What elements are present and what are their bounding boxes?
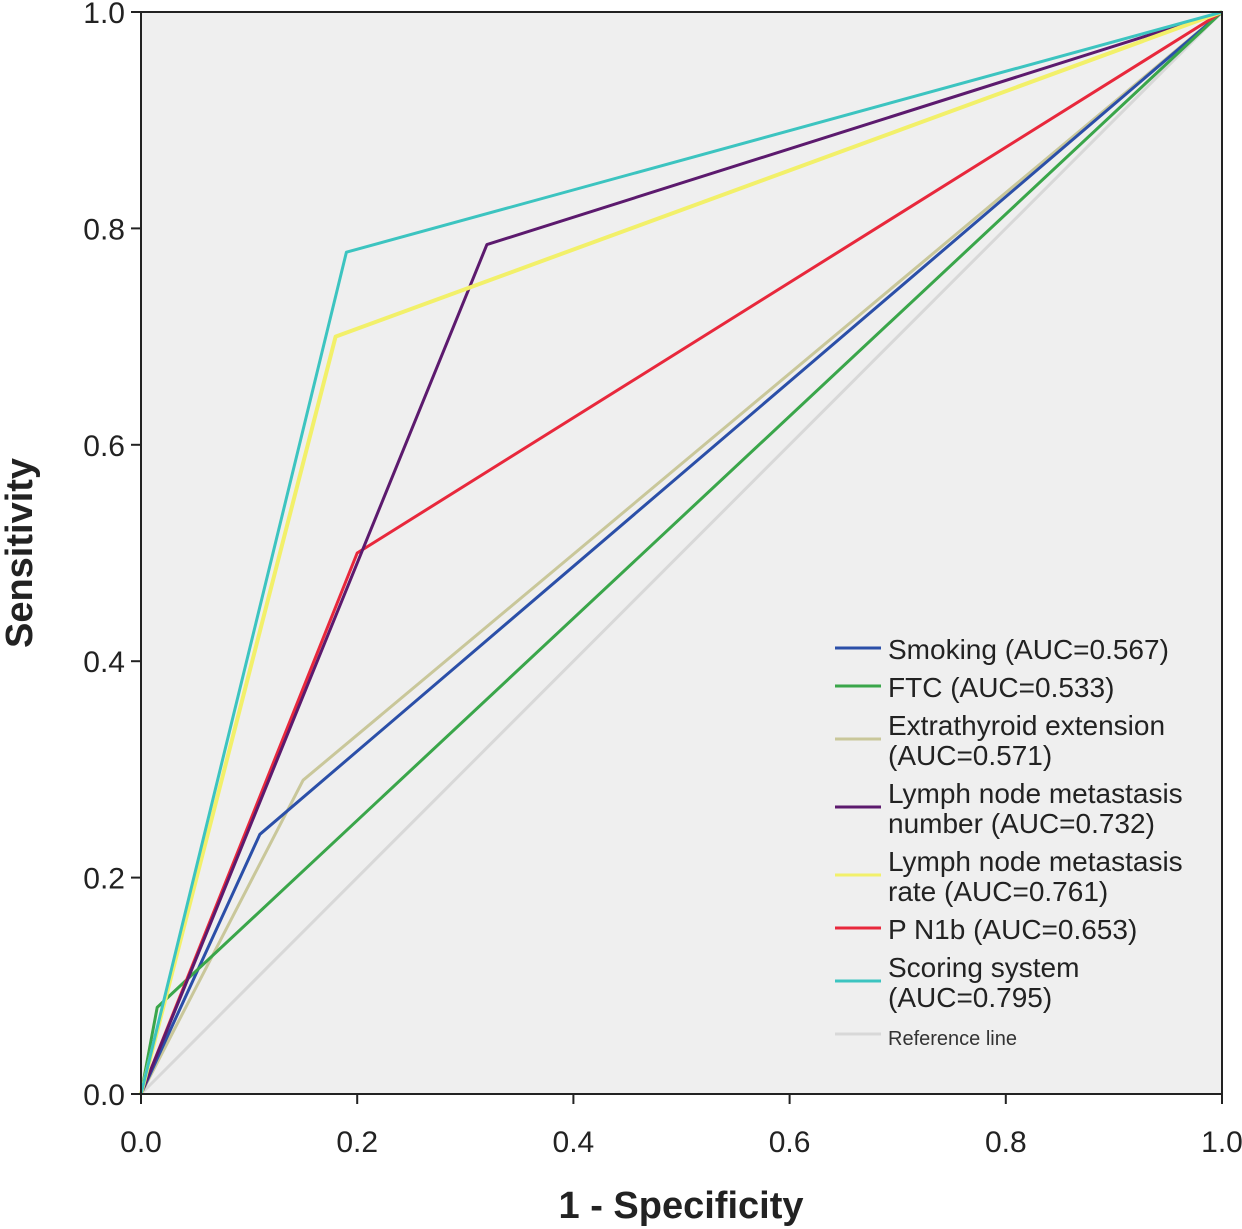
x-tick-label: 0.8 xyxy=(985,1126,1027,1159)
plot-frame xyxy=(140,11,1223,1095)
y-tick-label: 0.8 xyxy=(83,213,125,246)
y-tick-label: 1.0 xyxy=(83,0,125,30)
legend-label: Reference line xyxy=(888,1028,1017,1050)
ticks-layer: 0.0 0.2 0.4 0.6 0.8 1.0 0.0 0.2 0.4 0.6 0.8 1.0 xyxy=(83,0,1242,1159)
legend-label: FTC (AUC=0.533) xyxy=(888,672,1114,703)
x-tick-label: 1.0 xyxy=(1201,1126,1242,1159)
y-axis-title: Sensitivity xyxy=(0,458,41,648)
series-line-scoring-system-auc-0-795 xyxy=(139,10,1223,1095)
legend-label: Lymph node metastasis xyxy=(888,846,1183,877)
y-tick-label: 0.6 xyxy=(83,430,125,463)
legend-label: Smoking (AUC=0.567) xyxy=(888,634,1169,665)
legend-label: P N1b (AUC=0.653) xyxy=(888,914,1137,945)
legend-label: (AUC=0.571) xyxy=(888,740,1052,771)
y-tick-label: 0.2 xyxy=(83,863,125,896)
legend-label: Extrathyroid extension xyxy=(888,710,1165,741)
legend-label: (AUC=0.795) xyxy=(888,982,1052,1013)
legend: Smoking (AUC=0.567) FTC (AUC=0.533) Extrat… xyxy=(835,634,1183,1050)
legend-label: Scoring system xyxy=(888,952,1079,983)
series-line-lymph-node-metastasis-number-auc-0-732 xyxy=(139,10,1223,1095)
x-tick-label: 0.0 xyxy=(120,1126,162,1159)
legend-label: rate (AUC=0.761) xyxy=(888,876,1108,907)
series-line-extrathyroid-extension-auc-0-571 xyxy=(139,10,1223,1095)
legend-label: Lymph node metastasis xyxy=(888,778,1183,809)
x-tick-label: 0.6 xyxy=(769,1126,811,1159)
series-line-reference-line xyxy=(139,10,1224,1096)
x-tick-label: 0.4 xyxy=(553,1126,595,1159)
y-tick-label: 0.0 xyxy=(83,1079,125,1112)
x-axis-title: 1 - Specificity xyxy=(559,1185,804,1227)
x-tick-label: 0.2 xyxy=(336,1126,378,1159)
series-line-lymph-node-metastasis-rate-auc-0-761 xyxy=(139,10,1223,1095)
series-layer xyxy=(139,10,1224,1096)
legend-label: number (AUC=0.732) xyxy=(888,808,1155,839)
y-tick-label: 0.4 xyxy=(83,646,125,679)
series-line-smoking-auc-0-567 xyxy=(139,10,1223,1095)
